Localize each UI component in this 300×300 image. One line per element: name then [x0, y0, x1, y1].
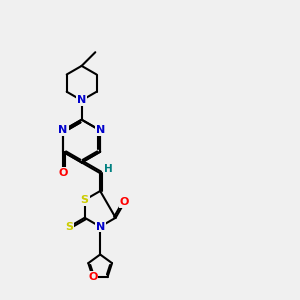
- Text: N: N: [58, 125, 68, 135]
- Text: H: H: [103, 164, 112, 174]
- Text: S: S: [81, 195, 89, 205]
- Text: N: N: [77, 95, 86, 105]
- Text: S: S: [65, 222, 73, 232]
- Text: N: N: [95, 125, 105, 135]
- Text: O: O: [88, 272, 98, 282]
- Text: O: O: [120, 197, 129, 207]
- Text: O: O: [58, 168, 68, 178]
- Text: N: N: [95, 222, 105, 232]
